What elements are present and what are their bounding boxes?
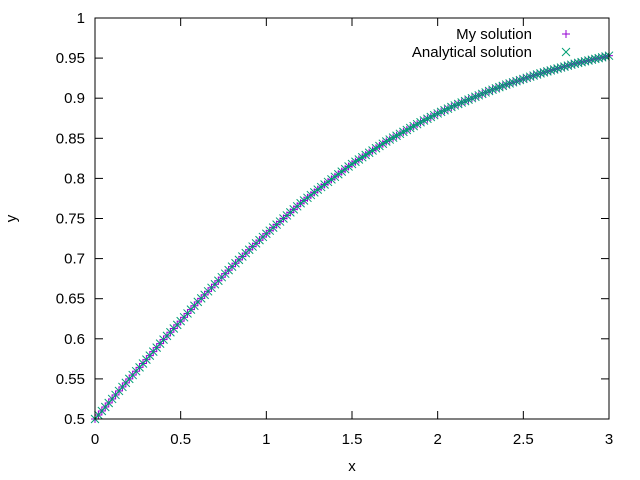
plot-frame [94, 17, 610, 420]
y-tick-label: 0.85 [56, 130, 85, 147]
legend-marker [561, 47, 571, 57]
y-tick-label: 0.6 [64, 331, 85, 348]
data-point [597, 52, 607, 62]
data-point [566, 60, 576, 70]
series-analytical-solution [90, 51, 614, 424]
x-tick-label: 2.5 [513, 431, 534, 448]
y-tick-label: 0.9 [64, 90, 85, 107]
y-tick-label: 0.55 [56, 371, 85, 388]
data-point [590, 54, 600, 64]
y-axis-label: y [3, 214, 20, 222]
y-tick-label: 0.75 [56, 211, 85, 228]
data-point [522, 73, 532, 83]
data-point [573, 58, 583, 68]
data-point [570, 59, 580, 69]
series-my-solution [91, 51, 613, 423]
data-point [549, 65, 559, 74]
data-point [501, 80, 511, 89]
x-tick-label: 1.5 [342, 431, 363, 448]
data-point [601, 52, 610, 61]
data-point [505, 79, 514, 88]
data-point [563, 61, 573, 70]
y-tick-label: 1 [77, 10, 85, 27]
data-point [518, 74, 528, 84]
x-tick-label: 2 [433, 431, 441, 448]
data-point [594, 53, 604, 63]
data-point [525, 72, 535, 82]
legend-marker [562, 30, 570, 38]
data-point [508, 77, 518, 87]
data-point [542, 67, 552, 76]
tick-labels: 0 0.5 1 1.5 2 2.5 3 0.5 0.55 0.6 0.65 0.7 0.75 0.8 0.8… [56, 10, 613, 448]
data-point [577, 57, 586, 67]
legend-label: Analytical solution [412, 44, 532, 61]
y-tick-label: 0.95 [56, 50, 85, 67]
legend-label: My solution [456, 26, 532, 43]
data-point [539, 68, 549, 77]
data-point [536, 68, 545, 78]
data-point [515, 75, 525, 85]
data-point [512, 76, 521, 86]
y-tick-label: 0.8 [64, 170, 85, 187]
data-point [546, 66, 556, 75]
data-point [532, 70, 542, 79]
data-points [90, 51, 614, 424]
data-point [580, 56, 590, 66]
y-tick-label: 0.65 [56, 291, 85, 308]
x-tick-label: 0 [91, 431, 99, 448]
data-point [587, 55, 597, 65]
data-point [584, 56, 593, 65]
data-point [560, 62, 569, 71]
data-point [556, 63, 566, 72]
x-tick-label: 3 [605, 431, 613, 448]
x-tick-label: 1 [262, 431, 270, 448]
y-tick-label: 0.7 [64, 251, 85, 268]
data-point [553, 64, 562, 73]
y-tick-label: 0.5 [64, 411, 85, 428]
data-point [529, 71, 538, 80]
x-axis-label: x [348, 458, 356, 475]
x-tick-label: 0.5 [170, 431, 191, 448]
